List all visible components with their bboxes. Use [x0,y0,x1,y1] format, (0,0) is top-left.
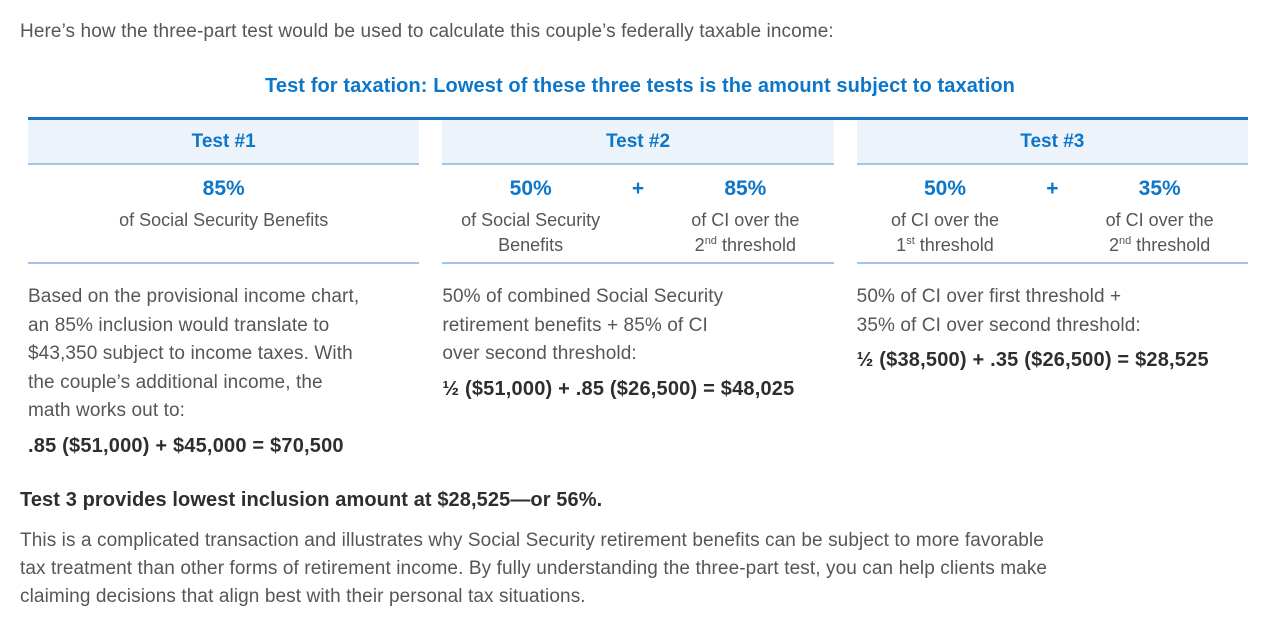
desc-line2-pre: 1 [896,235,907,255]
test2-percent-right: 85% [724,177,767,200]
three-test-table: Test #1 85% of Social Security Benefits … [28,117,1248,458]
test2-percent-left: 50% [509,177,552,200]
test1-body: Based on the provisional income chart, a… [28,286,360,421]
table-top-rule [28,117,1248,120]
desc-line1: of Social Security [461,210,601,230]
test2-header: Test #2 [442,120,834,165]
test1-column: Test #1 85% of Social Security Benefits … [28,120,420,458]
test2-desc-right: of CI over the 2nd threshold [657,208,834,258]
test2-formula: ½ ($51,000) + .85 ($26,500) = $48,025 [442,377,795,400]
test2-desc-left: of Social Security Benefits [442,208,619,258]
test3-header: Test #3 [856,120,1248,165]
desc-line2-sup: nd [1119,235,1132,247]
test3-percent-left: 50% [923,177,966,200]
desc-line2-pre: 2 [694,235,705,255]
test1-formula: .85 ($51,000) + $45,000 = $70,500 [28,434,344,457]
test3-formula: ½ ($38,500) + .35 ($26,500) = $28,525 [856,349,1209,371]
plus-sign: + [1046,177,1059,200]
desc-line1: of CI over the [691,210,800,230]
test1-header: Test #1 [28,120,420,165]
plus-sign: + [631,177,645,200]
desc-line2-post: threshold [914,235,994,255]
closing-paragraph: This is a complicated transaction and il… [20,530,1048,607]
desc-line2-post: threshold [1131,235,1211,255]
test3-desc-left: of CI over the 1st threshold [857,208,1034,258]
summary-line: Test 3 provides lowest inclusion amount … [20,489,603,511]
desc-line2-pre: 2 [1109,235,1120,255]
test2-body: 50% of combined Social Security retireme… [442,286,724,364]
test2-percent-zone: 50% of Social Security Benefits + 85% of … [442,165,834,264]
test3-desc-right: of CI over the 2nd threshold [1071,208,1248,258]
section-title: Test for taxation: Lowest of these three… [265,75,1015,97]
desc-line2-pre: Benefits [498,235,564,255]
desc-line2-sup: nd [704,235,717,247]
test1-percent-desc: of Social Security Benefits [119,210,329,230]
desc-line1: of CI over the [890,210,1000,230]
test3-column: Test #3 50% of CI over the 1st threshold … [856,120,1248,458]
test2-column: Test #2 50% of Social Security Benefits + [442,120,834,458]
intro-text: Here’s how the three-part test would be … [20,21,834,42]
test1-percent-zone: 85% of Social Security Benefits [28,165,420,264]
desc-line2-sup: st [906,235,915,247]
desc-line1: of CI over the [1105,210,1214,230]
desc-line2-post: threshold [716,235,796,255]
test3-body: 50% of CI over first threshold + 35% of … [856,286,1141,336]
test3-percent-zone: 50% of CI over the 1st threshold + 35% of… [856,165,1248,264]
test3-percent-right: 35% [1138,177,1181,200]
test1-percent: 85% [202,177,245,200]
